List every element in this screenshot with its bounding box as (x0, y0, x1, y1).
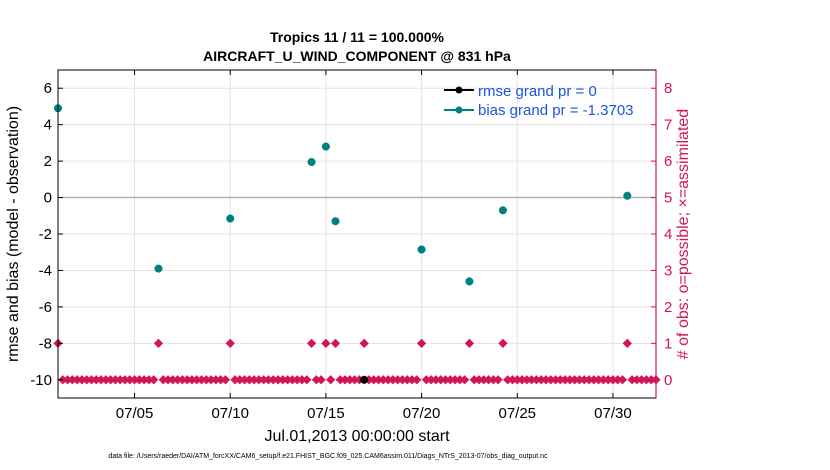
bias-point (498, 206, 507, 215)
y-right-tick-label: 6 (664, 153, 672, 170)
bias-point (331, 217, 340, 226)
bias-point (321, 142, 330, 151)
data-file-footer: data file: /Users/raeder/DAI/ATM_forcXX/… (108, 453, 548, 460)
y-right-tick-label: 7 (664, 117, 672, 134)
obs-count-marker (225, 338, 235, 348)
legend-rmse-marker (455, 86, 463, 94)
y-tick-label: 0 (44, 190, 52, 207)
y-tick-label: -10 (30, 372, 52, 389)
y-tick-label: -8 (39, 335, 52, 352)
legend-rmse-label: rmse grand pr = 0 (478, 83, 597, 100)
legend-bias-label: bias grand pr = -1.3703 (478, 102, 634, 119)
obs-count-marker (412, 375, 422, 385)
obs-count-marker (464, 338, 475, 348)
y-axis-right-label: # of obs: o=possible; ×=assimilated (675, 109, 692, 359)
x-tick-label: 07/10 (211, 405, 249, 422)
y-right-tick-label: 5 (664, 190, 672, 207)
obs-count-marker (149, 375, 159, 385)
bias-point (226, 214, 235, 223)
obs-count-marker (330, 338, 341, 348)
x-tick-label: 07/30 (594, 405, 632, 422)
bias-point (307, 157, 316, 167)
obs-count-marker (617, 375, 628, 385)
bias-point (623, 191, 632, 200)
x-tick-label: 07/25 (498, 405, 536, 422)
obs-count-marker (321, 338, 331, 348)
y-tick-label: -2 (39, 226, 52, 243)
obs-count-marker (416, 338, 427, 348)
bias-point (417, 245, 426, 254)
x-tick-label: 07/05 (116, 405, 154, 422)
y-right-tick-label: 1 (664, 335, 672, 352)
x-tick-label: 07/20 (403, 405, 441, 422)
obs-count-marker (153, 338, 164, 348)
x-tick-label: 07/15 (307, 405, 345, 422)
x-axis-ticks: 07/05 07/10 07/15 07/20 07/25 07/30 (116, 70, 632, 422)
bias-point (465, 277, 474, 286)
obs-count-markers (53, 338, 661, 385)
y-axis-right-ticks: 8 7 6 5 4 3 2 1 0 (651, 70, 672, 398)
obs-count-marker (498, 338, 508, 348)
legend-bias-marker (455, 106, 463, 114)
bias-point (154, 264, 163, 273)
y-axis-label: rmse and bias (model - observation) (5, 106, 22, 362)
y-tick-label: -6 (39, 299, 52, 316)
series-markers (53, 104, 632, 384)
obs-count-marker (493, 375, 503, 385)
obs-count-marker (306, 338, 317, 348)
x-axis-label: Jul.01,2013 00:00:00 start (264, 428, 450, 445)
y-right-tick-label: 4 (664, 226, 672, 243)
obs-count-marker (622, 338, 632, 348)
y-right-tick-label: 3 (664, 262, 672, 279)
chart-title-line2: AIRCRAFT_U_WIND_COMPONENT @ 831 hPa (203, 48, 511, 64)
chart-title-line1: Tropics 11 / 11 = 100.000% (270, 29, 445, 45)
obs-count-marker (302, 375, 312, 385)
y-right-tick-label: 0 (664, 372, 672, 389)
y-axis-ticks: 6 4 2 0 -2 -4 -6 -8 -10 (30, 80, 63, 389)
obs-count-marker (326, 375, 336, 385)
y-tick-label: 2 (44, 153, 52, 170)
y-tick-label: -4 (39, 262, 52, 279)
y-tick-label: 4 (44, 117, 52, 134)
obs-count-marker (316, 375, 326, 385)
obs-count-marker (220, 375, 231, 385)
rmse-point (360, 375, 369, 384)
obs-count-marker (359, 338, 369, 348)
obs-count-marker (460, 375, 470, 385)
legend: rmse grand pr = 0 bias grand pr = -1.370… (444, 83, 634, 119)
y-tick-label: 6 (44, 80, 52, 97)
y-right-tick-label: 8 (664, 80, 672, 97)
y-right-tick-label: 2 (664, 299, 672, 316)
